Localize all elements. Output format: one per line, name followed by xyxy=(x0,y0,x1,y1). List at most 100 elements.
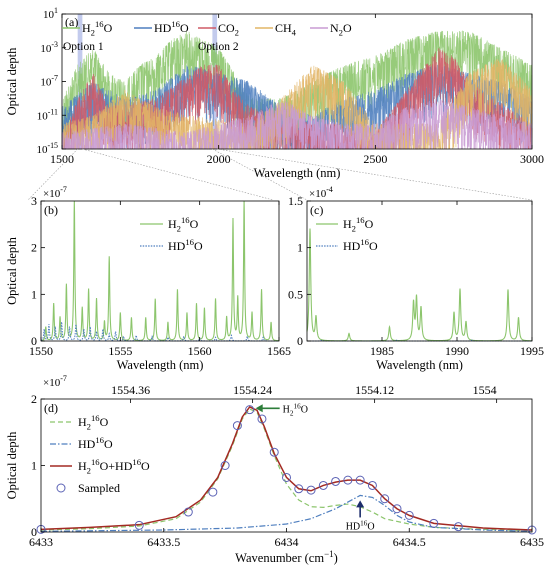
panel-label: (d) xyxy=(44,401,58,415)
x-tick-label: 6433.5 xyxy=(147,535,180,549)
y-tick-label: 10-11 xyxy=(37,107,58,122)
sampled-point xyxy=(134,520,144,530)
x-tick-label: 1555 xyxy=(108,344,132,358)
series-line xyxy=(40,408,533,532)
legend-label: HD16O xyxy=(346,519,375,532)
x-tick-label: 1550 xyxy=(29,344,53,358)
x-tick-label: 1500 xyxy=(50,152,74,166)
y-tick-label: 0 xyxy=(31,525,37,539)
panel-d: 6433 6433.5 6434 6434.5 6435 1554.36 1554.24 15… xyxy=(5,374,544,565)
sampled-point xyxy=(183,507,193,517)
y-tick-label: 2 xyxy=(31,392,37,406)
sampled-point xyxy=(355,475,365,485)
legend-label: H216O xyxy=(343,215,374,233)
panel-label: (c) xyxy=(310,203,323,217)
y-tick-label: 0 xyxy=(297,334,303,348)
sampled-point xyxy=(429,518,439,528)
sampled-point xyxy=(453,522,463,532)
annotation-option-2: Option 2 xyxy=(198,41,239,53)
x-tick-label: 6434 xyxy=(275,535,299,549)
legend-label: N2O xyxy=(330,21,352,38)
sampled-point xyxy=(269,447,279,457)
x-tick-label: 1560 xyxy=(188,344,212,358)
hdo-arrowhead xyxy=(356,500,365,508)
series-line xyxy=(40,406,533,531)
legend-label: CH4 xyxy=(275,21,297,38)
x-tick-label: 1995 xyxy=(520,344,544,358)
x-tick-label: 2500 xyxy=(363,152,387,166)
y-tick-label: 1.5 xyxy=(288,194,303,208)
axis-multiplier: ×10-7 xyxy=(43,185,67,200)
panel-a: 1500 2000 2500 3000 101 10-3 10-7 10-11 10-15 Wav… xyxy=(5,6,544,180)
y-tick-label: 3 xyxy=(31,194,37,208)
y-tick-label: 0 xyxy=(31,334,37,348)
panel-b: 1550 1555 1560 1565 0 1 2 3 ×10-7 Wavelength (nm)… xyxy=(5,185,291,372)
axis-multiplier: ×10-7 xyxy=(43,374,67,389)
sampled-point xyxy=(392,504,402,514)
x-axis-label: Wavenumber (cm−1) xyxy=(235,549,338,565)
x-tick-label: 2000 xyxy=(207,152,231,166)
legend-label: Sampled xyxy=(78,481,120,495)
x-tick-label: 1565 xyxy=(267,344,291,358)
panel-c: 1985 1990 1995 0 0.5 1 1.5 ×10-4 Wavelength (nm)… xyxy=(288,185,544,372)
y-axis-label: Optical depth xyxy=(5,236,19,304)
legend-label: H216O xyxy=(168,215,199,233)
series-line xyxy=(40,321,279,342)
zoom-connector xyxy=(82,148,274,201)
legend-label: H216O xyxy=(82,19,113,37)
sampled-point xyxy=(343,475,353,485)
axis-multiplier: ×10-4 xyxy=(309,185,333,200)
x-tick-label: 6435 xyxy=(520,535,544,549)
sampled-point xyxy=(232,421,242,431)
legend-swatch xyxy=(56,483,66,493)
panel-label: (b) xyxy=(44,203,58,217)
sampled-point xyxy=(220,461,230,470)
legend-label: H216O+HD16O xyxy=(78,457,150,475)
y-tick-label: 101 xyxy=(43,6,58,21)
y-tick-label: 0.5 xyxy=(288,287,303,301)
sampled-point xyxy=(208,487,218,497)
h2o-arrowhead xyxy=(255,404,263,413)
top-x-tick-label: 1554.36 xyxy=(111,383,150,397)
y-tick-label: 1 xyxy=(297,241,303,255)
series-line xyxy=(61,99,533,150)
annotation-option-1: Option 1 xyxy=(63,41,104,53)
sampled-point xyxy=(294,484,304,494)
sampled-point xyxy=(331,476,341,486)
sampled-point xyxy=(367,480,377,490)
top-x-tick-label: 1554 xyxy=(473,383,497,397)
y-tick-label: 1 xyxy=(31,459,37,473)
legend-label: HD16O xyxy=(154,19,189,35)
series-line xyxy=(306,228,532,342)
top-x-tick-label: 1554.12 xyxy=(355,383,394,397)
legend-label: HD16O xyxy=(168,237,203,253)
y-tick-label: 10-15 xyxy=(36,141,58,156)
plot-frame xyxy=(40,200,280,342)
y-tick-label: 2 xyxy=(31,241,37,255)
sampled-point xyxy=(380,494,390,504)
sampled-point xyxy=(318,480,328,490)
sampled-point xyxy=(245,405,255,415)
x-tick-label: 1990 xyxy=(445,344,469,358)
y-tick-label: 10-7 xyxy=(40,74,58,89)
x-axis-label: Wavelength (nm) xyxy=(254,166,341,180)
sampled-point xyxy=(282,472,291,482)
x-axis-label: Wavelength (nm) xyxy=(117,358,204,372)
y-tick-label: 1 xyxy=(31,287,37,301)
top-x-tick-label: 1554.24 xyxy=(233,383,272,397)
legend-label: CO2 xyxy=(218,21,239,38)
x-tick-label: 6434.5 xyxy=(393,535,426,549)
x-tick-label: 3000 xyxy=(520,152,544,166)
sampled-point xyxy=(257,414,267,424)
series-line xyxy=(40,494,533,532)
x-axis-label: Wavelength (nm) xyxy=(376,358,463,372)
sampled-point xyxy=(404,510,414,520)
x-tick-label: 6433 xyxy=(29,535,53,549)
legend-label: HD16O xyxy=(78,435,113,451)
y-tick-label: 10-3 xyxy=(40,40,58,55)
x-tick-label: 1985 xyxy=(370,344,394,358)
sampled-point xyxy=(306,485,316,495)
y-axis-label: Optical depth xyxy=(5,431,19,499)
panel-label: (a) xyxy=(65,15,78,29)
